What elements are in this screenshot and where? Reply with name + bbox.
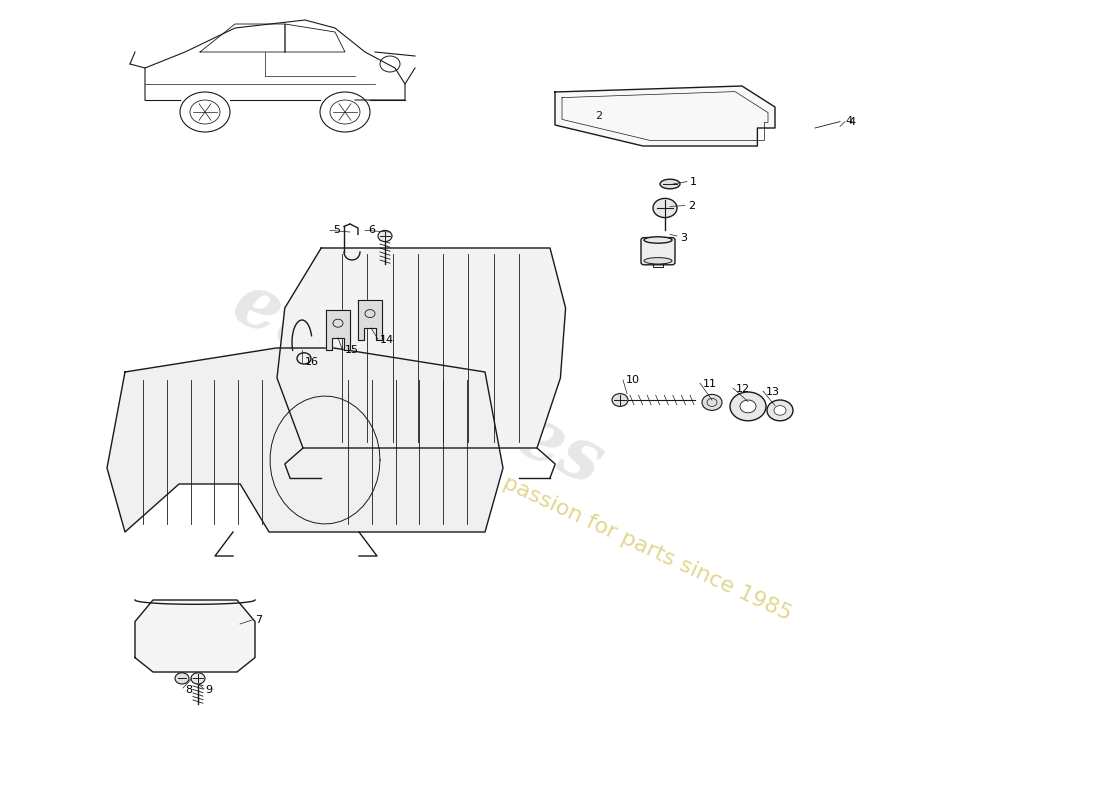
Text: 4: 4 — [845, 116, 853, 126]
Text: 13: 13 — [766, 387, 780, 397]
Circle shape — [767, 400, 793, 421]
FancyBboxPatch shape — [641, 238, 675, 265]
Text: 10: 10 — [626, 375, 640, 385]
Text: a passion for parts since 1985: a passion for parts since 1985 — [481, 464, 795, 624]
Text: 16: 16 — [305, 358, 319, 367]
Circle shape — [191, 673, 205, 684]
Circle shape — [612, 394, 628, 406]
Text: 9: 9 — [205, 685, 212, 694]
Polygon shape — [277, 248, 565, 448]
Ellipse shape — [644, 258, 672, 264]
Text: 6: 6 — [368, 226, 375, 235]
Circle shape — [378, 230, 392, 242]
Circle shape — [774, 406, 786, 415]
Text: 8: 8 — [185, 685, 192, 694]
Polygon shape — [107, 348, 503, 532]
Text: 4: 4 — [848, 117, 855, 126]
Text: 1: 1 — [690, 178, 697, 187]
Circle shape — [702, 394, 722, 410]
Text: eurspores: eurspores — [221, 267, 615, 501]
Circle shape — [653, 198, 676, 218]
Polygon shape — [326, 310, 350, 350]
Ellipse shape — [644, 237, 672, 243]
Text: 5: 5 — [333, 226, 340, 235]
Ellipse shape — [660, 179, 680, 189]
Circle shape — [175, 673, 189, 684]
Text: 2: 2 — [688, 202, 695, 211]
Text: 12: 12 — [736, 384, 750, 394]
Text: 2: 2 — [595, 111, 603, 121]
Circle shape — [730, 392, 766, 421]
Polygon shape — [358, 300, 382, 340]
Circle shape — [740, 400, 756, 413]
Text: 7: 7 — [255, 615, 262, 625]
Polygon shape — [135, 600, 255, 672]
Text: 11: 11 — [703, 379, 717, 389]
Polygon shape — [556, 86, 776, 146]
Text: 15: 15 — [345, 345, 359, 354]
Text: 14: 14 — [379, 335, 394, 345]
Text: 3: 3 — [680, 233, 688, 242]
